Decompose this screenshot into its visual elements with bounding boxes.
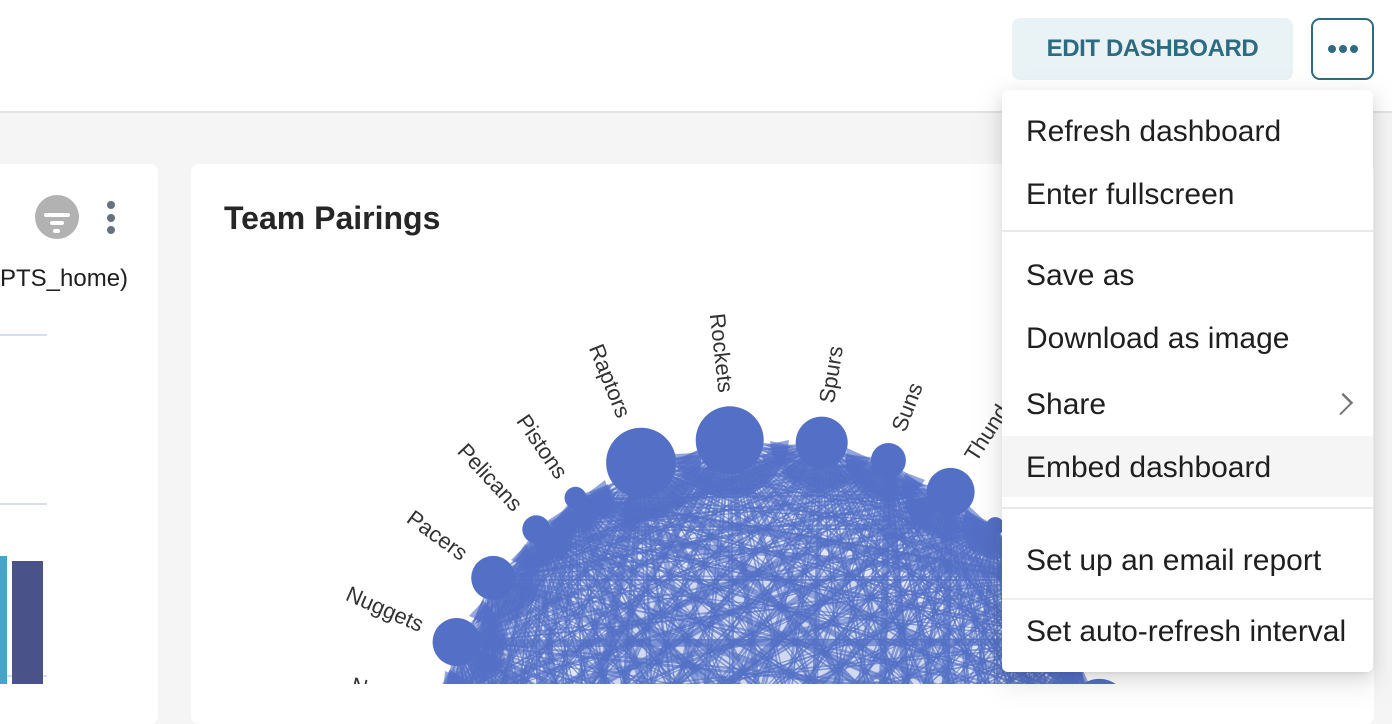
svg-text:Suns: Suns (886, 379, 927, 435)
svg-text:Pelicans: Pelicans (453, 438, 528, 516)
svg-text:Pacers: Pacers (402, 505, 472, 565)
svg-text:Rockets: Rockets (705, 312, 739, 394)
svg-text:Pistons: Pistons (512, 410, 573, 484)
svg-text:Spurs: Spurs (814, 344, 848, 405)
svg-text:Nets: Nets (349, 672, 399, 684)
svg-text:Nuggets: Nuggets (342, 581, 427, 637)
svg-text:Raptors: Raptors (584, 340, 636, 421)
